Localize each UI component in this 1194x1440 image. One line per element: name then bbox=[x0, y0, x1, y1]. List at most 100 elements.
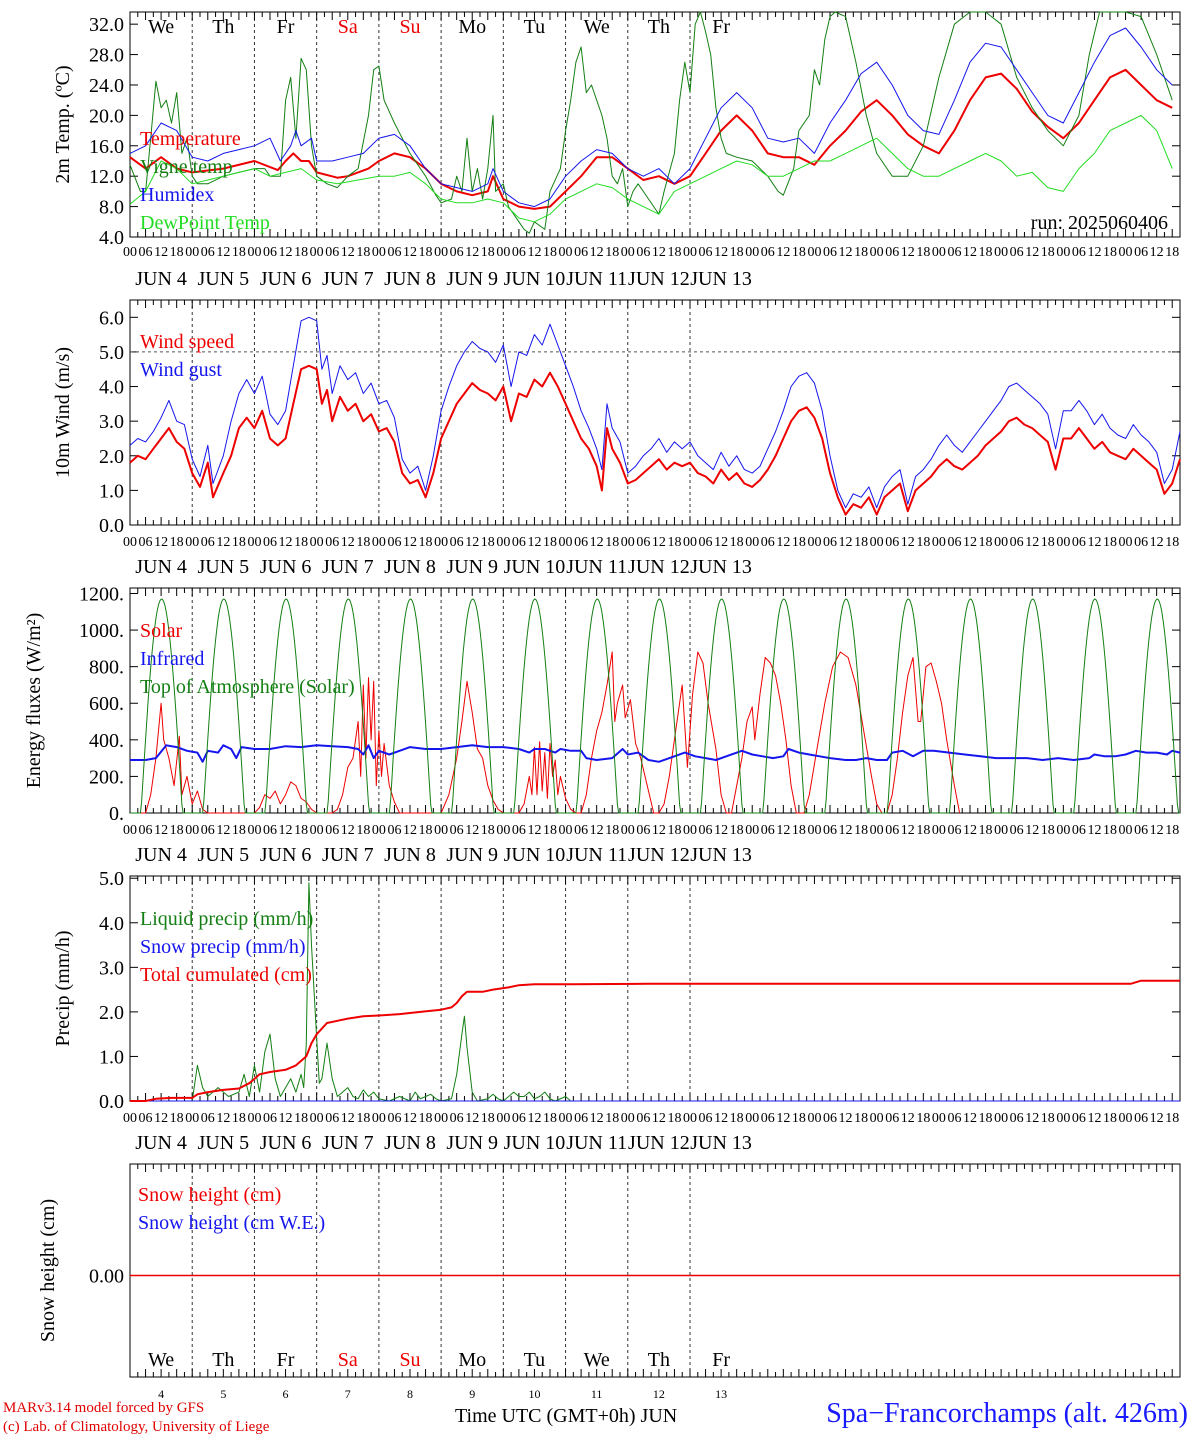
hour-tick-label: 18 bbox=[792, 245, 806, 260]
hour-tick-label: 18 bbox=[792, 823, 806, 838]
day-number-label: 6 bbox=[283, 1387, 289, 1401]
y-tick-label: 0.00 bbox=[89, 1266, 124, 1288]
hour-tick-label: 12 bbox=[154, 823, 168, 838]
hour-tick-label: 18 bbox=[916, 1111, 930, 1126]
hour-tick-label: 12 bbox=[839, 823, 853, 838]
hour-tick-label: 12 bbox=[652, 823, 666, 838]
hour-tick-label: 06 bbox=[512, 535, 526, 550]
hour-tick-label: 12 bbox=[1025, 245, 1039, 260]
hour-tick-label: 00 bbox=[870, 823, 884, 838]
hour-tick-label: 00 bbox=[745, 245, 759, 260]
date-label: JUN 10 bbox=[504, 556, 566, 578]
hour-tick-label: 12 bbox=[341, 245, 355, 260]
hour-tick-label: 18 bbox=[792, 1111, 806, 1126]
hour-tick-label: 12 bbox=[403, 1111, 417, 1126]
hour-tick-label: 12 bbox=[527, 535, 541, 550]
y-tick-label: 28.0 bbox=[89, 45, 124, 67]
hour-tick-label: 12 bbox=[154, 1111, 168, 1126]
hour-tick-label: 12 bbox=[776, 245, 790, 260]
series-temperature bbox=[129, 68, 1173, 210]
legend-snow-height-cm: Snow height (cm) bbox=[138, 1184, 281, 1206]
run-label: run: 2025060406 bbox=[1031, 212, 1168, 234]
date-label: JUN 4 bbox=[135, 1132, 187, 1154]
y-tick-label: 16.0 bbox=[89, 136, 124, 158]
date-label: JUN 7 bbox=[322, 268, 374, 290]
hour-tick-label: 18 bbox=[667, 1111, 681, 1126]
hour-tick-label: 12 bbox=[652, 245, 666, 260]
hour-tick-label: 00 bbox=[559, 245, 573, 260]
hour-tick-label: 00 bbox=[1056, 245, 1070, 260]
hour-tick-label: 18 bbox=[605, 1111, 619, 1126]
hour-tick-label: 00 bbox=[310, 535, 324, 550]
weekday-label: Fr bbox=[277, 1349, 295, 1371]
hour-tick-label: 00 bbox=[434, 245, 448, 260]
hour-tick-label: 00 bbox=[123, 535, 137, 550]
y-tick-label: 3.0 bbox=[99, 957, 124, 979]
hour-tick-label: 06 bbox=[761, 1111, 775, 1126]
hour-tick-label: 18 bbox=[481, 245, 495, 260]
hour-tick-label: 18 bbox=[1165, 823, 1179, 838]
hour-tick-label: 12 bbox=[1150, 823, 1164, 838]
hour-tick-label: 12 bbox=[1087, 1111, 1101, 1126]
legend-snow-height-cm-w-e: Snow height (cm W.E.) bbox=[138, 1212, 325, 1234]
hour-tick-label: 00 bbox=[123, 823, 137, 838]
hour-tick-label: 18 bbox=[170, 1111, 184, 1126]
legend-wind-gust: Wind gust bbox=[140, 359, 222, 381]
hour-tick-label: 12 bbox=[341, 1111, 355, 1126]
hour-tick-label: 00 bbox=[247, 1111, 261, 1126]
date-label: JUN 13 bbox=[690, 556, 752, 578]
hour-tick-label: 00 bbox=[807, 245, 821, 260]
hour-tick-label: 12 bbox=[714, 535, 728, 550]
hour-tick-label: 18 bbox=[232, 535, 246, 550]
hour-tick-label: 12 bbox=[963, 1111, 977, 1126]
legend-dewpoint-temp: DewPoint Temp bbox=[140, 212, 270, 234]
hour-tick-label: 18 bbox=[481, 823, 495, 838]
hour-tick-label: 00 bbox=[683, 535, 697, 550]
date-label: JUN 11 bbox=[566, 556, 627, 578]
date-label: JUN 6 bbox=[260, 844, 312, 866]
date-label: JUN 9 bbox=[446, 844, 498, 866]
date-label: JUN 12 bbox=[628, 268, 690, 290]
hour-tick-label: 12 bbox=[465, 1111, 479, 1126]
weekday-label: Fr bbox=[712, 16, 730, 38]
hour-tick-label: 06 bbox=[947, 535, 961, 550]
date-label: JUN 10 bbox=[504, 844, 566, 866]
series-vigne-temp bbox=[129, 11, 1173, 234]
hour-tick-label: 00 bbox=[745, 823, 759, 838]
hour-tick-label: 06 bbox=[574, 1111, 588, 1126]
hour-tick-label: 18 bbox=[1103, 535, 1117, 550]
hour-tick-label: 00 bbox=[372, 1111, 386, 1126]
weekday-label: Mo bbox=[458, 16, 486, 38]
hour-tick-label: 00 bbox=[372, 245, 386, 260]
hour-tick-label: 00 bbox=[1119, 245, 1133, 260]
hour-tick-label: 00 bbox=[434, 1111, 448, 1126]
hour-tick-label: 18 bbox=[1103, 245, 1117, 260]
date-label: JUN 7 bbox=[322, 844, 374, 866]
hour-tick-label: 06 bbox=[823, 823, 837, 838]
hour-tick-label: 00 bbox=[247, 535, 261, 550]
y-tick-label: 32.0 bbox=[89, 14, 124, 36]
hour-tick-label: 12 bbox=[341, 535, 355, 550]
hour-tick-label: 06 bbox=[201, 1111, 215, 1126]
hour-tick-label: 06 bbox=[947, 823, 961, 838]
hour-tick-label: 18 bbox=[979, 1111, 993, 1126]
hour-tick-label: 00 bbox=[994, 1111, 1008, 1126]
weekday-label: Th bbox=[648, 1349, 670, 1371]
hour-tick-label: 00 bbox=[247, 245, 261, 260]
hour-tick-label: 06 bbox=[699, 245, 713, 260]
weekday-label: Th bbox=[212, 1349, 234, 1371]
hour-tick-label: 12 bbox=[1150, 1111, 1164, 1126]
hour-tick-label: 00 bbox=[123, 1111, 137, 1126]
hour-tick-label: 00 bbox=[621, 245, 635, 260]
date-label: JUN 11 bbox=[566, 268, 627, 290]
hour-tick-label: 06 bbox=[1072, 1111, 1086, 1126]
hour-tick-label: 06 bbox=[947, 245, 961, 260]
hour-tick-label: 12 bbox=[901, 823, 915, 838]
legend-snow-precip-mm-h: Snow precip (mm/h) bbox=[140, 936, 306, 958]
hour-tick-label: 12 bbox=[1087, 535, 1101, 550]
series-top-of-atmosphere-solar bbox=[130, 598, 1180, 814]
hour-tick-label: 06 bbox=[325, 535, 339, 550]
y-tick-label: 24.0 bbox=[89, 75, 124, 97]
hour-tick-label: 06 bbox=[823, 535, 837, 550]
hour-tick-label: 00 bbox=[683, 1111, 697, 1126]
